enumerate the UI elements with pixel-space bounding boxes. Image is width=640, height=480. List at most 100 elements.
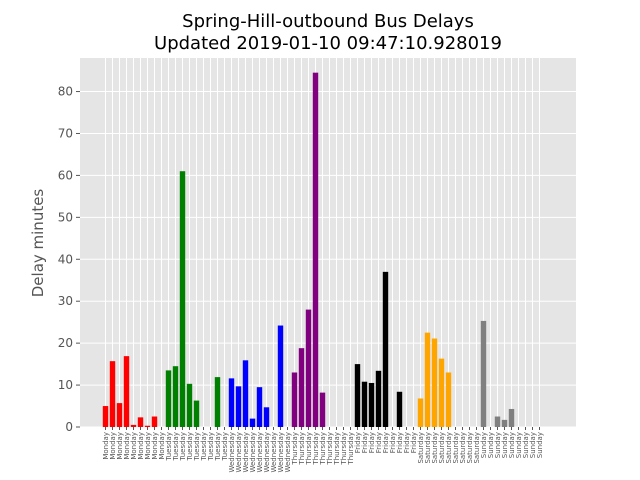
bar-friday-38 [368, 382, 375, 427]
bar-saturday-49 [445, 372, 452, 427]
bar-friday-42 [396, 391, 403, 427]
bar-monday-7 [151, 416, 158, 427]
x-tick-label: Thursday [291, 432, 299, 466]
bar-wednesday-21 [249, 418, 256, 427]
y-tick-label: 30 [58, 294, 73, 308]
x-tick-label: Friday [410, 432, 418, 453]
x-tick-label: Wednesday [270, 432, 278, 473]
bar-thursday-29 [305, 309, 312, 427]
bar-tuesday-11 [179, 171, 186, 427]
x-tick-label: Thursday [326, 432, 334, 466]
bar-sunday-54 [480, 320, 487, 427]
x-tick-label: Wednesday [235, 432, 243, 473]
x-tick-label: Saturday [452, 432, 460, 464]
bar-saturday-45 [417, 398, 424, 427]
x-tick-label: Sunday [515, 432, 523, 458]
bar-monday-0 [102, 406, 109, 427]
y-axis-label: Delay minutes [29, 189, 47, 298]
x-tick-label: Monday [158, 432, 166, 460]
x-tick-label: Wednesday [277, 432, 285, 473]
bar-monday-6 [144, 425, 151, 427]
x-tick-label: Friday [382, 432, 390, 453]
bar-wednesday-18 [228, 378, 235, 427]
x-tick-label: Saturday [459, 432, 467, 464]
bar-tuesday-10 [172, 366, 179, 427]
x-tick-label: Wednesday [228, 432, 236, 473]
x-tick-label: Friday [375, 432, 383, 453]
x-tick-label: Tuesday [221, 432, 229, 461]
x-tick-label: Saturday [466, 432, 474, 464]
x-tick-label: Sunday [508, 432, 516, 458]
y-tick-label: 70 [58, 126, 73, 140]
plot-background [80, 58, 576, 427]
bar-friday-37 [361, 381, 368, 427]
x-tick-label: Sunday [529, 432, 537, 458]
y-tick-label: 60 [58, 168, 73, 182]
x-tick-label: Tuesday [200, 432, 208, 461]
x-tick-label: Friday [389, 432, 397, 453]
bar-wednesday-19 [235, 386, 242, 427]
bar-friday-40 [382, 271, 389, 427]
x-tick-label: Monday [109, 432, 117, 460]
x-tick-label: Tuesday [207, 432, 215, 461]
bar-friday-36 [354, 364, 361, 427]
x-tick-label: Thursday [312, 432, 320, 466]
y-tick-label: 0 [65, 420, 73, 434]
x-tick-label: Thursday [305, 432, 313, 466]
x-tick-label: Saturday [438, 432, 446, 464]
x-tick-labels: Monday Monday Monday Monday Monday Monday Mond… [102, 427, 544, 473]
x-tick-label: Sunday [501, 432, 509, 458]
x-tick-label: Wednesday [256, 432, 264, 473]
x-tick-label: Tuesday [193, 432, 201, 461]
x-tick-label: Sunday [536, 432, 544, 458]
y-tick-label: 20 [58, 336, 73, 350]
x-tick-label: Sunday [480, 432, 488, 458]
x-tick-label: Friday [361, 432, 369, 453]
bar-monday-3 [123, 356, 130, 427]
x-tick-label: Monday [130, 432, 138, 460]
bar-thursday-28 [298, 348, 305, 427]
bar-thursday-27 [291, 372, 298, 427]
bar-thursday-30 [312, 72, 319, 427]
bar-monday-2 [116, 403, 123, 427]
x-tick-label: Sunday [487, 432, 495, 458]
x-tick-label: Friday [368, 432, 376, 453]
x-tick-label: Thursday [298, 432, 306, 466]
x-tick-label: Thursday [333, 432, 341, 466]
bar-saturday-48 [438, 358, 445, 427]
x-tick-label: Sunday [494, 432, 502, 458]
bar-tuesday-12 [186, 383, 193, 427]
x-tick-label: Tuesday [214, 432, 222, 461]
x-tick-label: Saturday [473, 432, 481, 464]
x-tick-label: Saturday [417, 432, 425, 464]
bar-wednesday-22 [256, 387, 263, 427]
bar-saturday-47 [431, 338, 438, 427]
x-tick-label: Saturday [445, 432, 453, 464]
bar-wednesday-23 [263, 407, 270, 427]
x-tick-label: Monday [144, 432, 152, 460]
x-tick-label: Friday [396, 432, 404, 453]
bar-friday-39 [375, 370, 382, 427]
x-tick-label: Wednesday [284, 432, 292, 473]
chart-title: Spring-Hill-outbound Bus Delays [182, 11, 474, 32]
bar-sunday-57 [501, 419, 508, 427]
y-tick-label: 10 [58, 378, 73, 392]
x-tick-label: Monday [151, 432, 159, 460]
x-tick-label: Wednesday [242, 432, 250, 473]
x-tick-label: Monday [137, 432, 145, 460]
chart-subtitle: Updated 2019-01-10 09:47:10.928019 [154, 33, 502, 54]
y-tick-label: 50 [58, 210, 73, 224]
x-tick-label: Wednesday [263, 432, 271, 473]
bar-tuesday-13 [193, 400, 200, 427]
bar-tuesday-9 [165, 370, 172, 427]
x-tick-label: Tuesday [179, 432, 187, 461]
bar-thursday-31 [319, 392, 326, 427]
y-tick-label: 80 [58, 85, 73, 99]
x-tick-label: Thursday [340, 432, 348, 466]
x-tick-label: Friday [354, 432, 362, 453]
x-tick-label: Wednesday [249, 432, 257, 473]
bar-monday-1 [109, 361, 116, 427]
x-tick-label: Monday [102, 432, 110, 460]
x-tick-label: Tuesday [186, 432, 194, 461]
